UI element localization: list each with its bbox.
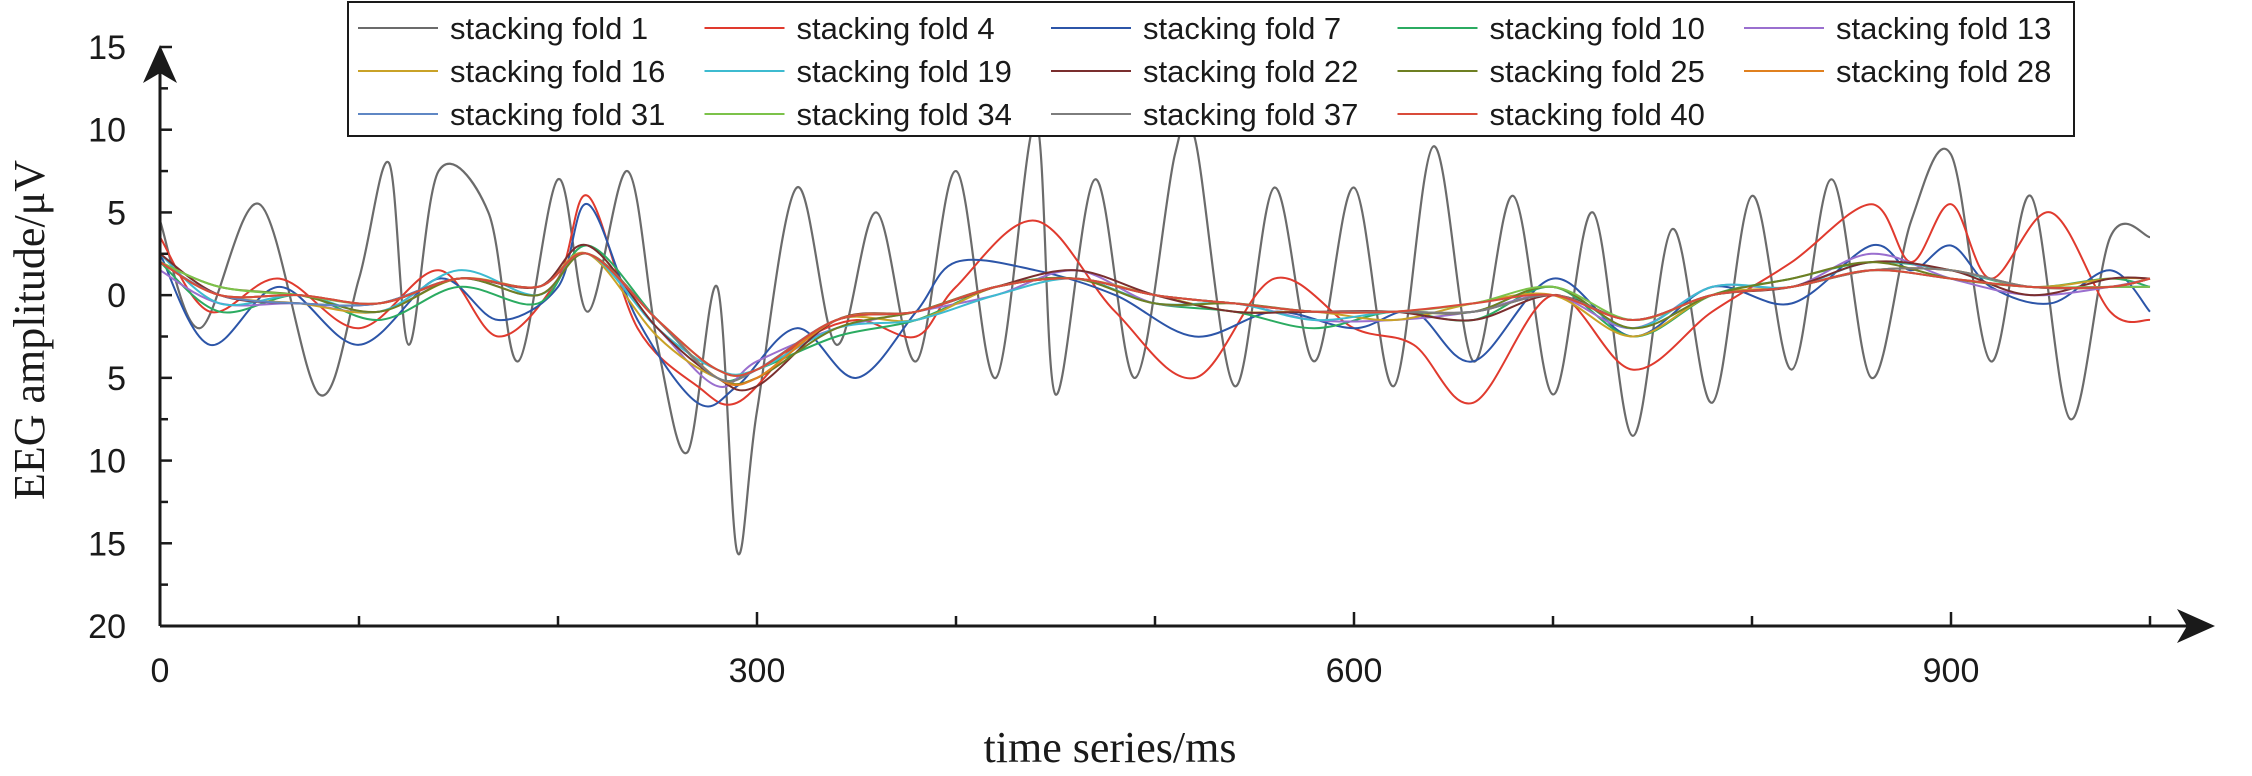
series-line-stacking-fold-22 xyxy=(159,243,2151,392)
series-line-stacking-fold-7 xyxy=(159,203,2151,408)
ticks-layer: 0 300 600 900 15 10 5 0 5 10 15 20 xyxy=(88,29,2152,690)
legend-label: stacking fold 37 xyxy=(1143,97,1358,132)
legend-label: stacking fold 13 xyxy=(1836,11,2051,46)
legend-label: stacking fold 19 xyxy=(797,54,1012,89)
y-axis-arrow xyxy=(143,45,177,83)
series-layer xyxy=(158,114,2151,556)
series-line-stacking-fold-4 xyxy=(159,194,2151,406)
legend-label: stacking fold 31 xyxy=(450,97,665,132)
legend-label: stacking fold 25 xyxy=(1490,54,1705,89)
y-tick-label: 5 xyxy=(107,360,126,398)
x-axis-arrow xyxy=(2177,609,2215,643)
series-line-stacking-fold-40 xyxy=(159,252,2151,377)
legend-label: stacking fold 16 xyxy=(450,54,665,89)
y-axis-title: EEG amplitude/μV xyxy=(5,160,54,500)
legend-label: stacking fold 4 xyxy=(797,11,995,46)
legend-label: stacking fold 10 xyxy=(1490,11,1705,46)
legend-label: stacking fold 40 xyxy=(1490,97,1705,132)
x-axis-title: time series/ms xyxy=(984,723,1237,772)
y-tick-label: 0 xyxy=(107,277,126,315)
legend-frame xyxy=(347,1,2075,137)
x-tick-label: 900 xyxy=(1923,652,1980,690)
y-tick-label: 15 xyxy=(88,525,126,563)
x-tick-label: 300 xyxy=(729,652,786,690)
x-tick-label: 600 xyxy=(1326,652,1383,690)
legend-label: stacking fold 28 xyxy=(1836,54,2051,89)
legend: stacking fold 1 stacking fold 4 stacking f… xyxy=(347,1,2075,137)
series-line-stacking-fold-25 xyxy=(159,252,2151,386)
legend-label: stacking fold 7 xyxy=(1143,11,1341,46)
axes-layer: 0 300 600 900 15 10 5 0 5 10 15 20 xyxy=(88,29,2215,690)
legend-label: stacking fold 1 xyxy=(450,11,648,46)
y-tick-label: 10 xyxy=(88,112,126,150)
y-tick-label: 15 xyxy=(88,29,126,67)
series-line-stacking-fold-1 xyxy=(158,114,2151,556)
legend-label: stacking fold 34 xyxy=(797,97,1012,132)
y-tick-label: 10 xyxy=(88,443,126,481)
y-tick-label: 5 xyxy=(107,194,126,232)
y-tick-label: 20 xyxy=(88,608,126,646)
x-tick-label: 0 xyxy=(151,652,170,690)
legend-label: stacking fold 22 xyxy=(1143,54,1358,89)
